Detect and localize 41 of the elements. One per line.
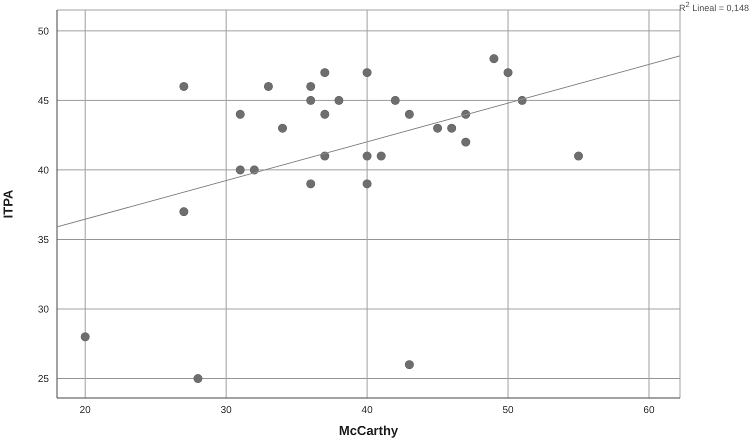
x-axis-title: McCarthy bbox=[338, 423, 399, 438]
y-tick-label: 35 bbox=[38, 235, 50, 246]
point bbox=[362, 68, 372, 78]
point bbox=[433, 124, 442, 133]
point bbox=[306, 96, 316, 105]
point bbox=[306, 82, 316, 91]
x-tick-label: 40 bbox=[362, 405, 374, 416]
point bbox=[404, 110, 414, 119]
x-tick-label: 60 bbox=[643, 405, 655, 416]
point bbox=[179, 82, 188, 91]
point bbox=[179, 207, 188, 216]
y-tick-label: 45 bbox=[38, 96, 50, 107]
point bbox=[320, 110, 330, 119]
y-tick-label: 30 bbox=[38, 304, 50, 316]
y-tick-label: 40 bbox=[38, 165, 50, 176]
point bbox=[320, 68, 330, 78]
point bbox=[404, 360, 414, 370]
point bbox=[193, 374, 202, 384]
y-tick-label: 50 bbox=[38, 26, 50, 38]
x-tick-label: 30 bbox=[220, 405, 232, 416]
point bbox=[278, 124, 288, 133]
point bbox=[489, 54, 498, 64]
point bbox=[574, 152, 584, 161]
point bbox=[362, 152, 372, 161]
point bbox=[264, 82, 273, 91]
point bbox=[80, 332, 90, 342]
point bbox=[447, 124, 456, 133]
x-tick-label: 20 bbox=[80, 405, 92, 416]
point bbox=[236, 165, 245, 174]
point bbox=[236, 110, 245, 119]
point bbox=[376, 152, 386, 161]
point bbox=[334, 96, 344, 105]
annotation: R$^{2}$ Lineal = 0,148 bbox=[679, 0, 749, 13]
x-tick-label: 50 bbox=[502, 405, 514, 416]
y-axis-title: ITPA bbox=[0, 189, 16, 218]
point bbox=[390, 96, 400, 105]
point bbox=[504, 68, 513, 78]
y-tick-label: 25 bbox=[38, 374, 50, 386]
point bbox=[306, 179, 316, 188]
point bbox=[461, 138, 470, 147]
point bbox=[362, 179, 372, 188]
